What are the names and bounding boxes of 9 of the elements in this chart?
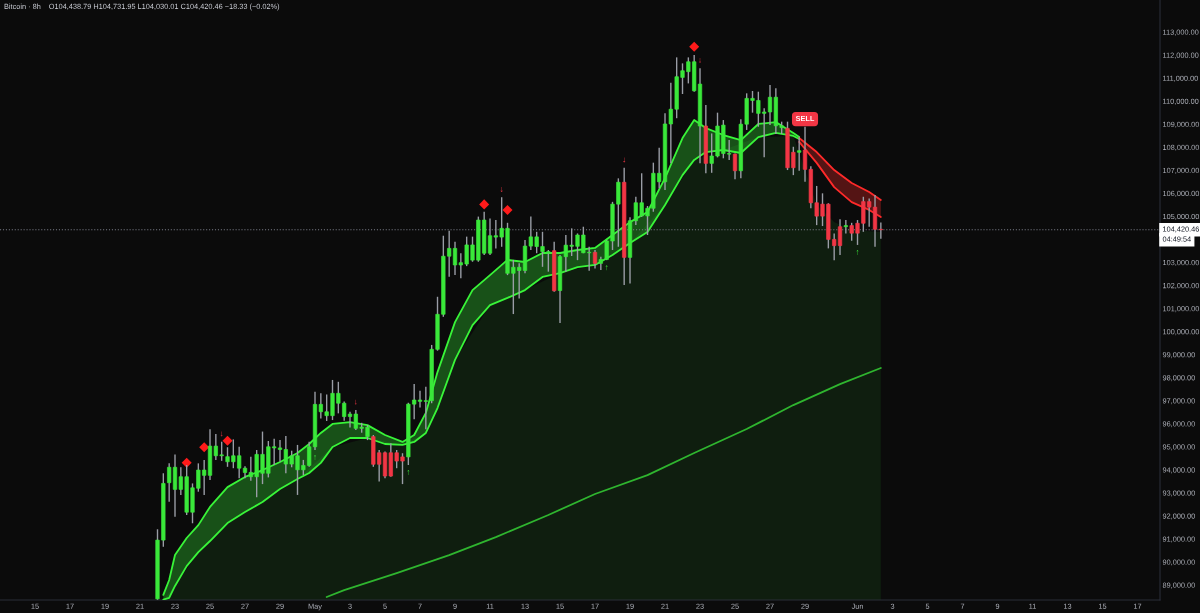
annotation: ↑ bbox=[407, 470, 410, 476]
annotation: ↓ bbox=[623, 157, 626, 163]
annotation: ↓ bbox=[354, 399, 357, 405]
annotation: ↑ bbox=[856, 250, 859, 255]
annotation: ↑ bbox=[605, 265, 608, 271]
annotation: ↑ bbox=[314, 455, 316, 461]
annotation: ↓ bbox=[699, 58, 701, 63]
annotation: ↓ bbox=[220, 431, 223, 437]
annotation: ↓ bbox=[500, 187, 503, 192]
